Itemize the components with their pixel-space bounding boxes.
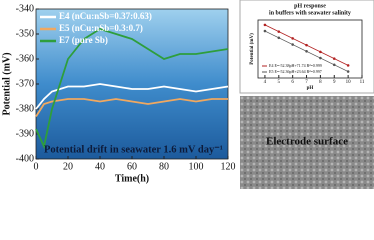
y-tick-label: -390 — [16, 128, 34, 139]
x-tick-label: 80 — [159, 161, 169, 172]
legend-label: E5 E=-52.36pH+23.64 R²=0.997 — [269, 69, 322, 74]
series-line — [35, 83, 229, 110]
x-tick-label: 8 — [319, 80, 322, 85]
point — [291, 37, 294, 40]
x-tick-label: 60 — [127, 161, 137, 172]
y-tick-label: -370 — [16, 78, 34, 89]
legend-label: E5 (nCu:nSb=0.3:0.7) — [59, 23, 143, 33]
figure: Electrode surface -400 -390 -380 -370 -360 -3… — [1, 0, 374, 189]
electrode-photo — [240, 96, 374, 189]
legend-label: E4 E=-52.38pH+71.74 R²=0.999 — [269, 63, 322, 68]
x-tick-label: 120 — [221, 161, 236, 172]
x-tick-label: 100 — [189, 161, 204, 172]
point — [263, 29, 267, 33]
point — [277, 30, 281, 33]
y-tick-label: -360 — [16, 53, 34, 64]
series-line — [35, 28, 229, 150]
inset-title: in buffers with seawater salinity — [269, 10, 351, 16]
x-tick-label: 6 — [291, 80, 294, 85]
photo-caption: Electrode surface — [266, 136, 348, 148]
page: {"chart_data": [ {"type": "line", "x_lab… — [0, 0, 374, 189]
y-tick-label: -350 — [16, 28, 34, 39]
legend-label: E4 (nCu:nSb=0.37:0.63) — [59, 11, 152, 21]
point — [277, 36, 281, 40]
axes-frame — [257, 19, 363, 79]
point — [319, 50, 322, 54]
x-axis-label: Time(h) — [115, 173, 149, 184]
y-tick-label: -340 — [16, 3, 34, 14]
x-tick-label: 11 — [360, 80, 365, 85]
point — [291, 43, 294, 46]
point — [263, 23, 267, 27]
point — [346, 70, 350, 73]
annotation: Potential drift in seawater 1.6 mV day⁻¹ — [44, 144, 223, 155]
y-axis-label: Potential (mV) — [250, 33, 255, 65]
x-axis-label: pH — [307, 86, 314, 91]
x-tick-label: 5 — [278, 80, 281, 85]
x-tick-label: 7 — [305, 80, 308, 85]
x-tick-label: 4 — [264, 80, 267, 85]
x-tick-label: 10 — [346, 80, 352, 85]
inset-title: pH response — [294, 3, 326, 9]
point — [305, 43, 308, 47]
point — [319, 56, 322, 60]
y-tick-label: -400 — [16, 153, 34, 164]
point — [332, 57, 336, 60]
x-tick-label: 20 — [63, 161, 73, 172]
point — [305, 50, 308, 53]
plot-background — [36, 9, 228, 159]
point — [346, 64, 350, 67]
x-tick-label: 40 — [95, 161, 105, 172]
y-tick-label: -380 — [16, 103, 34, 114]
legend-label: E7 (pure Sb) — [59, 35, 108, 45]
x-tick-label: 9 — [333, 80, 336, 85]
x-tick-label: 0 — [34, 161, 39, 172]
point — [332, 63, 336, 67]
y-axis-label: Potential (mV) — [1, 52, 12, 115]
